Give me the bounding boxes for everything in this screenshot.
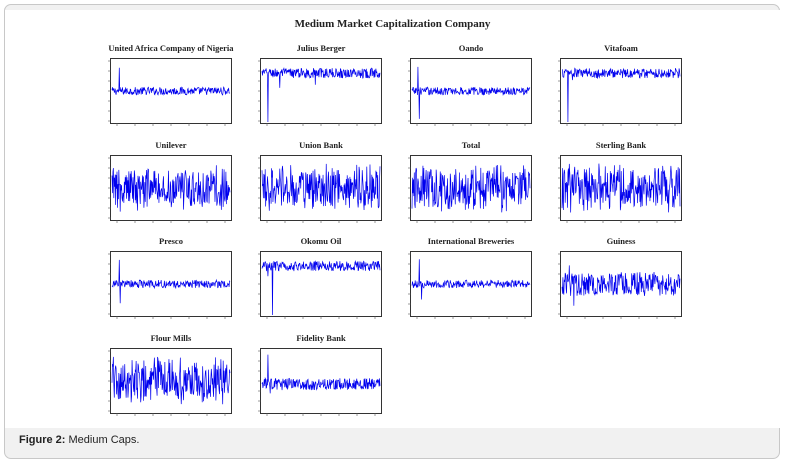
- chart-plot-okomu-oil: [258, 253, 381, 319]
- chart-united-africa-company-of-nigeria: [108, 58, 232, 126]
- panel-title-okomu-oil: Okomu Oil: [300, 236, 342, 246]
- chart-total: [408, 155, 532, 223]
- series-line-vitafoam: [561, 67, 681, 123]
- chart-flour-mills: [108, 348, 232, 416]
- chart-plot-union-bank: [258, 157, 381, 223]
- panel-title-total: Total: [461, 140, 481, 150]
- panel-title-oando: Oando: [458, 43, 484, 53]
- panel-title-union-bank: Union Bank: [299, 140, 343, 150]
- series-line-presco: [111, 259, 231, 304]
- panel-title-presco: Presco: [159, 236, 183, 246]
- chart-plot-oando: [408, 60, 531, 126]
- panel-title-fidelity-bank: Fidelity Bank: [296, 333, 346, 343]
- chart-plot-sterling-bank: [558, 157, 681, 223]
- panel-title-flour-mills: Flour Mills: [150, 333, 192, 343]
- chart-plot-guiness: [558, 253, 681, 319]
- series-line-union-bank: [261, 163, 381, 211]
- series-line-unilever: [111, 165, 231, 212]
- chart-okomu-oil: [258, 251, 382, 319]
- panel-title-julius-berger: Julius Berger: [296, 43, 346, 53]
- panel-title-sterling-bank: Sterling Bank: [595, 140, 647, 150]
- series-line-flour-mills: [111, 356, 231, 405]
- chart-union-bank: [258, 155, 382, 223]
- chart-plot-fidelity-bank: [258, 350, 381, 416]
- panel-title-united-africa-company-of-nigeria: United Africa Company of Nigeria: [108, 43, 234, 53]
- panel-title-unilever: Unilever: [155, 140, 187, 150]
- panel-title-international-breweries: International Breweries: [427, 236, 515, 246]
- chart-vitafoam: [558, 58, 682, 126]
- chart-guiness: [558, 251, 682, 319]
- chart-sterling-bank: [558, 155, 682, 223]
- series-line-international-breweries: [411, 259, 531, 300]
- chart-fidelity-bank: [258, 348, 382, 416]
- series-line-julius-berger: [261, 67, 381, 123]
- chart-plot-julius-berger: [258, 60, 381, 126]
- chart-international-breweries: [408, 251, 532, 319]
- series-line-fidelity-bank: [261, 354, 381, 394]
- chart-presco: [108, 251, 232, 319]
- series-line-sterling-bank: [561, 163, 681, 213]
- chart-plot-unilever: [108, 157, 231, 223]
- chart-plot-international-breweries: [408, 253, 531, 319]
- caption-label: Figure 2:: [19, 434, 66, 446]
- chart-plot-united-africa-company-of-nigeria: [108, 60, 231, 126]
- series-line-oando: [411, 66, 531, 119]
- chart-oando: [408, 58, 532, 126]
- series-line-united-africa-company-of-nigeria: [111, 67, 231, 96]
- chart-plot-vitafoam: [558, 60, 681, 126]
- chart-plot-total: [408, 157, 531, 223]
- chart-plot-presco: [108, 253, 231, 319]
- series-line-guiness: [561, 265, 681, 306]
- chart-plot-flour-mills: [108, 350, 231, 416]
- figure-caption: Figure 2: Medium Caps.: [19, 434, 139, 446]
- panel-title-vitafoam: Vitafoam: [604, 43, 638, 53]
- figure-title: Medium Market Capitalization Company: [294, 18, 491, 30]
- chart-julius-berger: [258, 58, 382, 126]
- series-line-total: [411, 164, 531, 213]
- panel-title-guiness: Guiness: [606, 236, 636, 246]
- caption-text: Medium Caps.: [68, 434, 140, 446]
- chart-unilever: [108, 155, 232, 223]
- series-line-okomu-oil: [261, 260, 381, 316]
